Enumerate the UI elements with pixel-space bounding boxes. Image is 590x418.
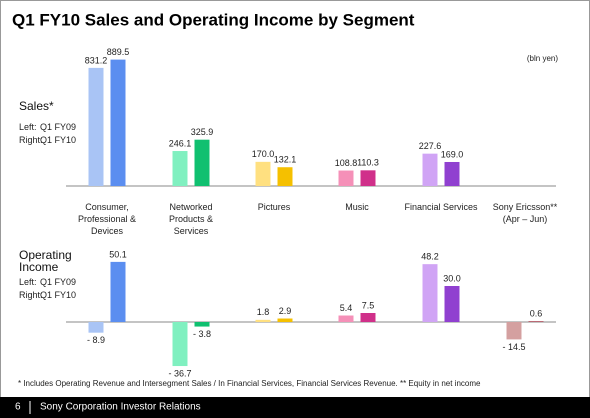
legend-name: Q1 FY09 (40, 277, 76, 287)
bar (277, 167, 293, 186)
value-label: - 3.8 (193, 329, 211, 339)
legend-entry: Left: Q1 FY09 (19, 122, 76, 132)
legend-prefix: Left: (19, 277, 37, 287)
title: Q1 FY10 Sales and Operating Income by Se… (12, 10, 415, 29)
bar (338, 170, 354, 186)
value-label: 108.8 (335, 158, 358, 168)
value-label: 48.2 (421, 252, 439, 262)
bar (172, 151, 188, 186)
value-label: 7.5 (362, 300, 375, 310)
bar (255, 161, 271, 186)
legend-prefix: Left: (19, 122, 37, 132)
legend-prefix: Right: (19, 290, 43, 300)
bar (194, 139, 210, 186)
chart-label: Operating Income (19, 248, 72, 274)
legend-entry: Right:Q1 FY10 (19, 135, 76, 145)
bar (110, 261, 126, 322)
value-label: 169.0 (441, 149, 464, 159)
bar (172, 322, 188, 367)
value-label: 2.9 (279, 306, 292, 316)
units: (bln yen) (527, 54, 558, 63)
category-label: Consumer, Professional & Devices (77, 202, 137, 236)
bar (444, 161, 460, 186)
value-label: - 8.9 (87, 335, 105, 345)
legend-name: Q1 FY10 (40, 290, 76, 300)
value-label: 0.6 (530, 309, 543, 319)
bar (360, 313, 376, 322)
bar (422, 153, 438, 186)
category-label: Music (345, 202, 369, 212)
value-label: - 36.7 (168, 368, 191, 378)
value-label: 30.0 (443, 273, 461, 283)
legend-entry: Left: Q1 FY09 (19, 277, 76, 287)
footer-bar (0, 397, 590, 418)
value-label: 227.6 (419, 141, 442, 151)
bar (88, 322, 104, 333)
value-label: 325.9 (191, 127, 214, 137)
footer-text: Sony Corporation Investor Relations (40, 402, 201, 413)
value-label: 889.5 (107, 47, 130, 57)
category-label: Networked Products & Services (168, 202, 214, 236)
page-number: 6 (15, 402, 21, 413)
category-label: Sony Ericsson** (Apr – Jun) (492, 202, 558, 224)
value-label: 1.8 (257, 307, 270, 317)
value-label: 5.4 (340, 303, 353, 313)
footnote: * Includes Operating Revenue and Interse… (18, 379, 481, 388)
bar (194, 322, 210, 327)
value-label: 170.0 (252, 149, 275, 159)
value-label: 50.1 (109, 249, 127, 259)
legend-name: Q1 FY10 (40, 135, 76, 145)
bar (422, 264, 438, 322)
category-label: Financial Services (404, 202, 478, 212)
legend-entry: Right:Q1 FY10 (19, 290, 76, 300)
legend-prefix: Right: (19, 135, 43, 145)
bar (360, 170, 376, 186)
bar (255, 319, 271, 322)
value-label: 110.3 (357, 158, 379, 168)
value-label: - 14.5 (502, 342, 525, 352)
value-label: 132.1 (274, 155, 297, 165)
bar (444, 286, 460, 322)
bar (88, 67, 104, 186)
bar (277, 318, 293, 322)
category-label: Pictures (257, 202, 291, 212)
legend-name: Q1 FY09 (40, 122, 76, 132)
bar (338, 315, 354, 322)
value-label: 246.1 (169, 138, 192, 148)
value-label: 831.2 (85, 55, 108, 65)
bar (110, 59, 126, 187)
bar (506, 322, 522, 340)
chart-label: Sales* (19, 99, 54, 113)
bar (528, 321, 544, 322)
